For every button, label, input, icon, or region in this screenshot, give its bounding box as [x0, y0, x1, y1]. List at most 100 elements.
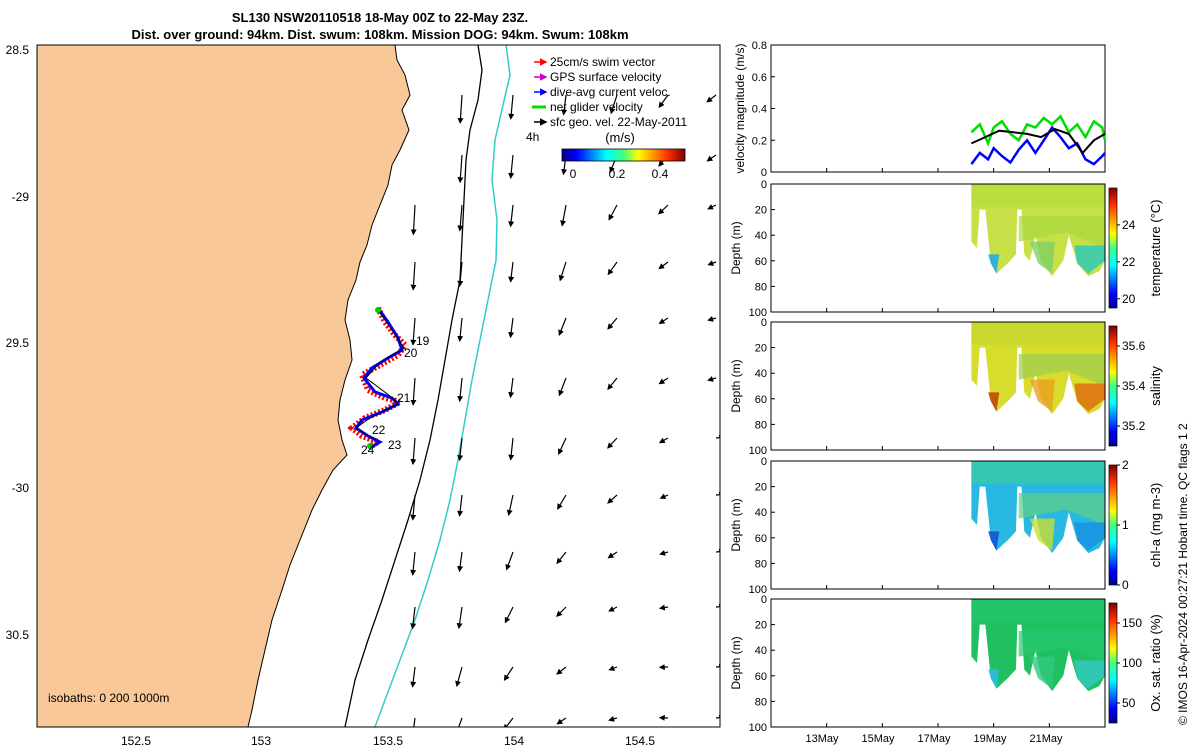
velocity-vector — [561, 94, 568, 116]
legend-label: 25cm/s swim vector — [550, 55, 655, 69]
day-label: 21 — [397, 391, 411, 405]
temperature-field — [971, 184, 1105, 277]
velocity-vector — [608, 606, 618, 612]
velocity-vector — [607, 551, 618, 559]
colorbar-title: (m/s) — [605, 130, 635, 145]
velocity-vector — [457, 551, 464, 573]
velocity-vector — [508, 261, 515, 283]
velocity-vector — [706, 154, 717, 162]
temperature-ytick: 0 — [761, 179, 767, 191]
colorbar-tick: 0.4 — [652, 167, 669, 181]
velocity-vector — [715, 434, 720, 441]
series-line-dive-avg-current-veloc- — [970, 125, 1106, 166]
chl-a-cbtick: 1 — [1122, 518, 1129, 532]
salinity-cbtick: 35.4 — [1122, 379, 1146, 393]
velocity-vector — [508, 94, 515, 120]
velocity-vector — [508, 317, 515, 339]
velocity-vector — [715, 548, 720, 555]
velocity-vector — [410, 666, 417, 688]
lon-tick: 153.5 — [373, 734, 403, 748]
velocity-vector — [715, 663, 720, 670]
colorbar-tick: 0 — [570, 167, 577, 181]
time-tick: 19May — [973, 733, 1007, 745]
velocity-vector — [706, 94, 717, 103]
chl-a-cbtick: 2 — [1122, 458, 1129, 472]
day-label: 24 — [361, 443, 375, 457]
temperature-colorbar — [1108, 187, 1118, 309]
oxygen-field — [971, 599, 1105, 692]
velocity-vector — [707, 260, 717, 266]
lon-tick: 153 — [251, 734, 271, 748]
velocity-vector — [508, 154, 515, 179]
credit-text: © IMOS 16-Apr-2024 00:27:21 Hobart time.… — [1176, 423, 1190, 725]
legend-label: dive-avg current veloc. — [550, 85, 671, 99]
velocity-vector — [715, 603, 720, 610]
temperature-cblabel: temperature (°C) — [1148, 200, 1163, 297]
velocity-vector — [715, 491, 720, 498]
salinity-colorbar — [1108, 325, 1118, 447]
velocity-vector — [413, 717, 416, 727]
velocity-vector — [457, 154, 464, 184]
time-tick: 13May — [805, 733, 839, 745]
velocity-vector — [457, 437, 464, 462]
velocity-vector — [456, 606, 463, 630]
velocity-vector — [658, 604, 669, 611]
velocity-vector — [558, 261, 567, 282]
chart-title-line1: SL130 NSW20110518 18-May 00Z to 22-May 2… — [231, 10, 529, 25]
lat-tick: 30.5 — [6, 628, 30, 642]
velocity-vector — [410, 377, 417, 406]
time-tick: 17May — [917, 733, 951, 745]
day-label: 19 — [416, 334, 430, 348]
velocity-vector — [410, 494, 417, 521]
velocity-vector — [556, 717, 567, 725]
velocity-vector — [410, 317, 417, 346]
oxygen-cbtick: 50 — [1122, 696, 1136, 710]
chl-a-cbtick: 0 — [1122, 578, 1129, 592]
chl-a-cblabel: chl-a (mg m-3) — [1148, 483, 1163, 568]
time-tick: 15May — [861, 733, 895, 745]
velocity-vector — [558, 377, 567, 397]
velocity-vector — [410, 204, 417, 236]
velocity-vector — [658, 377, 669, 385]
velocity-vector — [457, 377, 464, 403]
temperature-cbtick: 22 — [1122, 255, 1136, 269]
velocity-vector — [608, 665, 618, 671]
legend-label: GPS surface velocity — [550, 70, 661, 84]
velocity-vector — [607, 437, 618, 449]
isobaths-label: isobaths: 0 200 1000m — [48, 691, 169, 705]
velocity-vector — [455, 666, 463, 688]
velocity-ytick: 0 — [761, 167, 767, 179]
chl-a-colorbar — [1108, 464, 1118, 586]
velocity-vector — [457, 204, 464, 232]
legend-label: net glider velocity — [550, 100, 643, 114]
lat-tick: 29.5 — [6, 336, 30, 350]
land-mass — [37, 45, 411, 727]
lon-tick: 152.5 — [121, 734, 151, 748]
lon-tick: 154.5 — [625, 734, 655, 748]
velocity-vector — [503, 717, 514, 727]
day-label: 20 — [404, 346, 418, 360]
lat-tick: -29 — [12, 190, 30, 204]
velocity-vector — [658, 317, 669, 325]
velocity-vector — [556, 666, 567, 675]
velocity-vector — [715, 714, 720, 721]
temperature-cbtick: 24 — [1122, 218, 1136, 232]
velocity-vector — [505, 551, 514, 571]
velocity-vector — [410, 606, 417, 630]
velocity-vector — [609, 94, 618, 115]
velocity-vector — [556, 551, 567, 565]
velocity-vector — [410, 261, 417, 291]
velocity-vector — [410, 437, 417, 466]
oxygen-colorbar — [1108, 602, 1118, 724]
velocity-vector — [410, 551, 417, 576]
velocity-vector — [508, 377, 515, 399]
velocity-vector — [607, 261, 618, 276]
velocity-vector — [707, 376, 717, 382]
lon-tick: 154 — [504, 734, 524, 748]
velocity-vector — [558, 317, 567, 337]
velocity-vector — [457, 261, 464, 287]
velocity-vector — [658, 261, 669, 270]
